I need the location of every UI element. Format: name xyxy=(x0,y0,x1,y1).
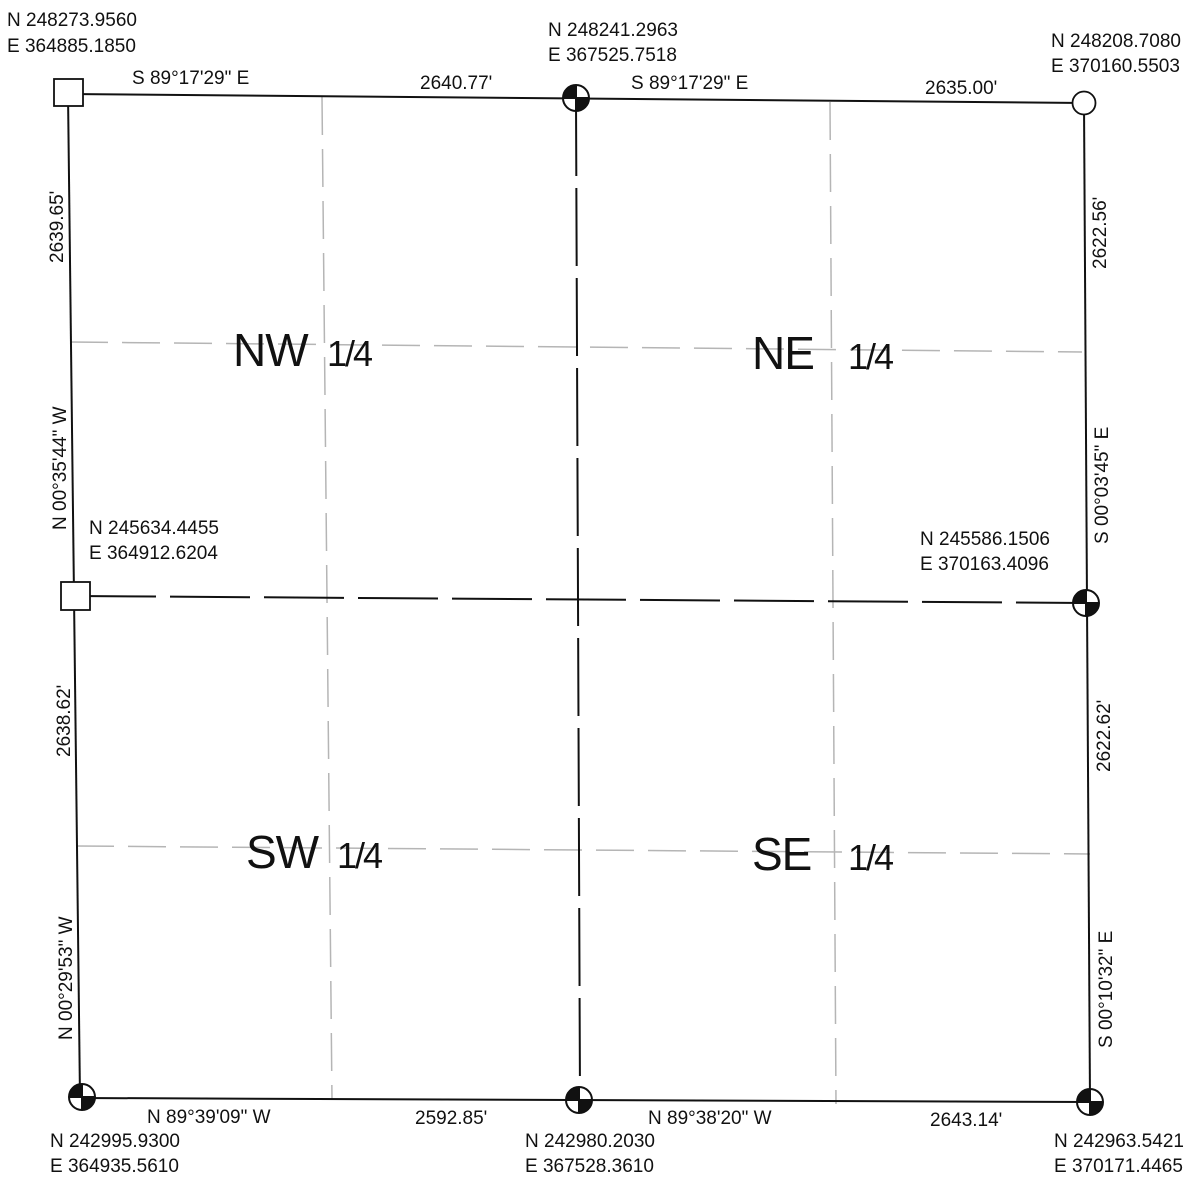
sw-corner-easting: E 364935.5610 xyxy=(50,1156,179,1177)
s-quarter-northing: N 242980.2030 xyxy=(525,1131,655,1152)
qq-line-horizontal-south xyxy=(75,845,1091,855)
corner-monuments xyxy=(53,78,1104,1116)
sw-quarter-fraction: 1/4 xyxy=(337,835,382,876)
ne-corner-northing: N 248208.7080 xyxy=(1051,31,1181,52)
nw-corner-square-icon xyxy=(53,78,84,107)
n-quarter-northing: N 248241.2963 xyxy=(548,20,678,41)
w-quarter-corner-square-icon xyxy=(60,581,91,611)
ne-quarter-fraction: 1/4 xyxy=(848,336,893,377)
e-quarter-corner-quartered-circle-icon xyxy=(1072,589,1100,617)
north-east-distance: 2635.00' xyxy=(925,78,997,99)
south-west-distance: 2592.85' xyxy=(415,1108,487,1129)
ne-corner-open-circle-icon xyxy=(1071,90,1097,116)
qq-line-vertical-east xyxy=(829,101,837,1105)
sw-quarter-name: SW xyxy=(246,826,320,878)
east-south-distance: 2622.62' xyxy=(1094,700,1115,772)
nw-quarter-fraction: 1/4 xyxy=(327,333,372,374)
quarter-labels: NW 1/4 NE 1/4 SW 1/4 SE 1/4 xyxy=(233,324,895,880)
se-corner-easting: E 370171.4465 xyxy=(1054,1156,1183,1177)
se-quarter-fraction: 1/4 xyxy=(848,837,893,878)
se-quarter-name: SE xyxy=(752,828,811,880)
north-west-bearing: S 89°17'29" E xyxy=(132,68,249,89)
sw-corner-quartered-circle-icon xyxy=(68,1083,96,1111)
nw-quarter-name: NW xyxy=(233,324,309,376)
west-north-bearing: N 00°35'44" W xyxy=(50,406,71,530)
w-quarter-northing: N 245634.4455 xyxy=(89,518,219,539)
south-west-bearing: N 89°39'09" W xyxy=(147,1107,271,1128)
s-quarter-corner-quartered-circle-icon xyxy=(565,1086,593,1114)
east-south-bearing: S 00°10'32" E xyxy=(1096,931,1117,1048)
n-quarter-corner-quartered-circle-icon xyxy=(562,84,590,112)
south-east-distance: 2643.14' xyxy=(930,1110,1002,1131)
se-corner-northing: N 242963.5421 xyxy=(1054,1131,1184,1152)
nw-corner-northing: N 248273.9560 xyxy=(7,10,137,31)
s-quarter-easting: E 367528.3610 xyxy=(525,1156,654,1177)
horizontal-line-labels: S 89°17'29" E 2640.77' S 89°17'29" E 263… xyxy=(132,68,1002,1131)
e-quarter-northing: N 245586.1506 xyxy=(920,529,1050,550)
sw-corner-northing: N 242995.9300 xyxy=(50,1131,180,1152)
east-west-center-line xyxy=(75,595,1087,604)
vertical-line-labels: 2639.65' N 00°35'44" W 2638.62' N 00°29'… xyxy=(47,191,1117,1048)
west-south-distance: 2638.62' xyxy=(54,685,75,757)
nw-corner-easting: E 364885.1850 xyxy=(7,36,136,57)
south-east-bearing: N 89°38'20" W xyxy=(648,1108,772,1129)
north-west-distance: 2640.77' xyxy=(420,73,492,94)
qq-line-horizontal-north xyxy=(69,341,1083,353)
east-north-distance: 2622.56' xyxy=(1090,197,1111,269)
east-north-bearing: S 00°03'45" E xyxy=(1092,427,1113,544)
w-quarter-easting: E 364912.6204 xyxy=(89,543,218,564)
center-lines xyxy=(75,97,1087,1101)
e-quarter-easting: E 370163.4096 xyxy=(920,554,1049,575)
se-corner-quartered-circle-icon xyxy=(1076,1088,1104,1116)
west-south-bearing: N 00°29'53" W xyxy=(56,916,77,1040)
north-east-bearing: S 89°17'29" E xyxy=(631,73,748,94)
west-north-distance: 2639.65' xyxy=(47,191,68,263)
n-quarter-easting: E 367525.7518 xyxy=(548,45,677,66)
corner-coordinates: N 248273.9560 E 364885.1850 N 248241.296… xyxy=(7,10,1184,1177)
ne-quarter-name: NE xyxy=(752,327,814,379)
ne-corner-easting: E 370160.5503 xyxy=(1051,56,1180,77)
